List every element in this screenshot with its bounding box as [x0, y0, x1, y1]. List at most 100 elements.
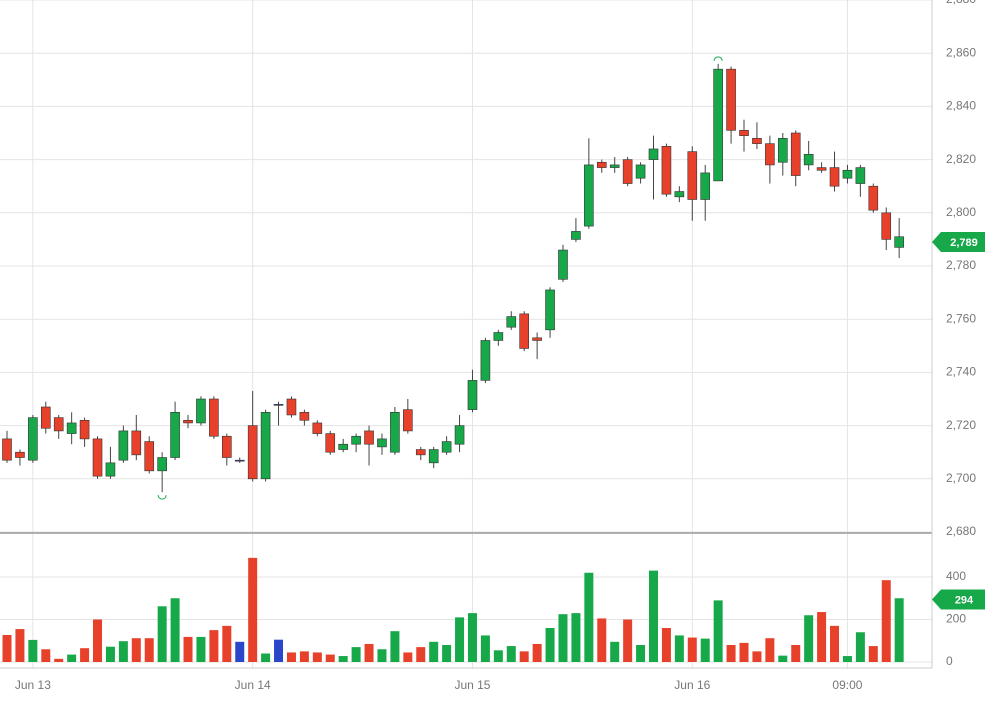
volume-bar	[739, 642, 749, 662]
volume-bar	[804, 615, 814, 662]
candle-body	[234, 459, 245, 462]
x-tick-label: 09:00	[832, 678, 862, 692]
candle-body	[545, 289, 555, 331]
candle-body	[157, 457, 167, 472]
candle-body	[777, 138, 788, 163]
volume-bar	[222, 625, 232, 662]
candle-body	[209, 398, 219, 437]
candle-body	[260, 411, 271, 480]
volume-bar	[41, 649, 51, 662]
volume-bar	[377, 649, 387, 662]
volume-bar	[649, 570, 658, 662]
candle-body	[752, 138, 762, 144]
candle-body	[222, 435, 232, 458]
volume-bar	[817, 612, 827, 662]
volume-bar	[545, 628, 555, 662]
candle-body	[377, 438, 387, 448]
candle-body	[635, 164, 646, 179]
y-tick-label: 2,740	[946, 365, 976, 379]
candle-body	[894, 236, 904, 248]
volume-bar	[855, 632, 865, 662]
volume-bar	[274, 639, 284, 662]
volume-bar	[881, 580, 891, 662]
volume-bar	[429, 641, 439, 662]
y-tick-label: 2,680	[946, 524, 976, 538]
y-tick-label: 2,700	[946, 471, 976, 485]
volume-bar	[467, 613, 477, 662]
candle-body	[739, 130, 749, 136]
candle-body	[415, 449, 426, 456]
candle-body	[28, 417, 38, 461]
volume-bar	[493, 650, 503, 662]
candle-body	[584, 164, 594, 227]
volume-bar	[93, 619, 103, 662]
volume-tick-label: 400	[946, 569, 966, 583]
y-tick-label: 2,760	[946, 311, 976, 325]
price-tag-label: 2,789	[950, 237, 978, 249]
candle-body	[15, 451, 25, 458]
candle-body	[428, 449, 439, 464]
candle-body	[842, 169, 853, 179]
volume-bar	[868, 646, 878, 662]
volume-bar	[338, 656, 348, 662]
x-tick-label: Jun 13	[15, 678, 51, 692]
volume-bar	[610, 641, 620, 662]
candle-body	[765, 143, 775, 166]
candle-body	[674, 191, 685, 198]
candle-body	[441, 441, 452, 453]
candle-body	[829, 167, 840, 187]
volume-bar	[248, 557, 258, 662]
volume-tag-shape	[932, 589, 985, 610]
volume-bar	[312, 652, 322, 662]
candle-body	[183, 419, 193, 424]
volume-bar	[778, 655, 788, 662]
candle-body	[170, 411, 180, 458]
candle-body	[118, 430, 129, 461]
volume-bar	[235, 641, 245, 662]
high-marker	[713, 56, 723, 61]
candle-body	[467, 380, 478, 410]
volume-bar	[571, 613, 581, 662]
candle-body	[247, 425, 258, 480]
volume-bar	[299, 651, 309, 662]
candle-body	[403, 409, 413, 432]
volume-bar	[170, 598, 180, 662]
candle-body	[532, 337, 542, 341]
candle-body	[713, 68, 723, 182]
volume-bar	[584, 572, 594, 662]
volume-bar	[532, 643, 542, 662]
volume-bar	[700, 638, 710, 662]
volume-bar	[351, 647, 361, 662]
volume-bar	[131, 638, 141, 662]
volume-bar	[118, 641, 128, 662]
candle-body	[687, 151, 698, 200]
x-tick-label: Jun 15	[454, 678, 490, 692]
volume-bar	[894, 598, 904, 662]
y-tick-label: 2,800	[946, 205, 976, 219]
volume-bar	[791, 645, 801, 662]
candle-body	[40, 406, 51, 429]
candle-body	[558, 249, 568, 280]
volume-bar	[2, 635, 12, 662]
y-tick-label: 2,860	[946, 45, 976, 59]
volume-bar	[597, 618, 607, 662]
low-marker	[157, 495, 167, 500]
candle-body	[312, 422, 323, 434]
volume-bar	[325, 654, 335, 662]
y-tick-label: 2,880	[946, 0, 976, 6]
volume-bar	[519, 651, 529, 662]
volume-bar	[105, 646, 115, 662]
volume-bar	[364, 643, 374, 662]
candle-body	[390, 411, 400, 453]
volume-bar	[661, 628, 671, 662]
volume-bar	[67, 654, 77, 662]
y-tick-label: 2,840	[946, 99, 976, 113]
volume-bar	[209, 630, 219, 662]
volume-bar	[674, 635, 684, 662]
price-tag-shape	[932, 232, 985, 253]
candle-body	[144, 441, 155, 472]
volume-bar	[636, 645, 646, 662]
candle-body	[480, 340, 491, 381]
candle-body	[726, 68, 736, 131]
